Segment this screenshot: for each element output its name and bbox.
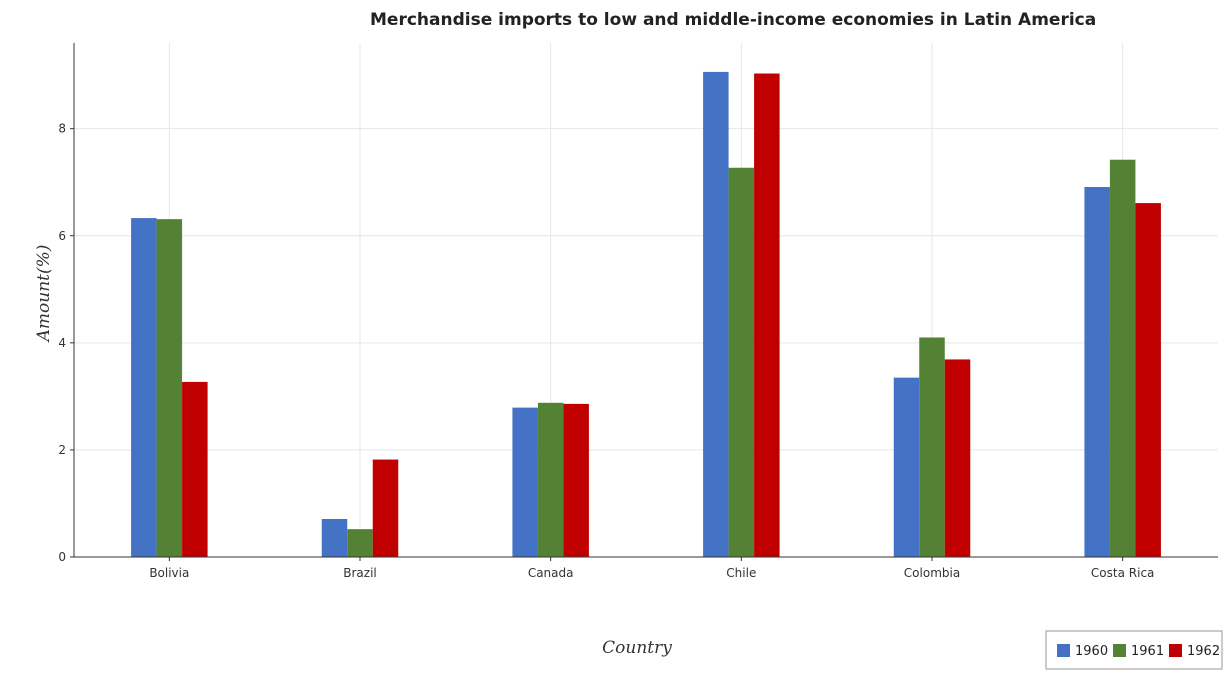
legend: 1960 1961 1962 bbox=[1045, 630, 1223, 670]
x-tick-label: Costa Rica bbox=[1091, 566, 1154, 580]
gridlines bbox=[74, 43, 1218, 558]
y-tick-label: 0 bbox=[58, 550, 66, 564]
x-tick-label: Canada bbox=[528, 566, 574, 580]
bar-1961-colombia bbox=[919, 337, 945, 557]
bars bbox=[131, 71, 1161, 558]
x-tick-label: Colombia bbox=[904, 566, 960, 580]
legend-swatch-1962 bbox=[1169, 644, 1182, 657]
x-axis-label: Country bbox=[602, 638, 672, 658]
bar-1960-brazil bbox=[321, 518, 348, 557]
y-axis-label: Amount(%) bbox=[34, 245, 54, 344]
bar-1961-bolivia bbox=[156, 219, 183, 557]
x-tick-label: Brazil bbox=[343, 566, 377, 580]
bar-1962-bolivia bbox=[182, 381, 208, 557]
y-tick-label: 2 bbox=[58, 443, 66, 457]
x-tick-label: Bolivia bbox=[149, 566, 189, 580]
bar-1961-canada bbox=[537, 402, 564, 557]
chart-title: Merchandise imports to low and middle-in… bbox=[370, 10, 1096, 30]
axes bbox=[70, 43, 1218, 561]
bar-1960-bolivia bbox=[131, 218, 157, 558]
bar-1961-chile bbox=[728, 167, 755, 558]
legend-box bbox=[1045, 630, 1223, 670]
y-tick-label: 8 bbox=[58, 122, 66, 136]
bar-1960-canada bbox=[512, 407, 538, 557]
bar-1962-costa-rica bbox=[1135, 203, 1161, 557]
bar-1962-brazil bbox=[372, 459, 399, 557]
y-tick-label: 6 bbox=[58, 229, 66, 243]
bar-1962-canada bbox=[563, 403, 589, 557]
y-tick-label: 4 bbox=[58, 336, 66, 350]
x-tick-label: Chile bbox=[726, 566, 756, 580]
bar-1961-costa-rica bbox=[1109, 159, 1136, 558]
bar-1962-chile bbox=[754, 73, 780, 558]
legend-swatch-1961 bbox=[1113, 644, 1126, 657]
legend-label-1960: 1960 bbox=[1075, 644, 1108, 659]
legend-label-1961: 1961 bbox=[1131, 644, 1164, 659]
bar-1960-chile bbox=[703, 71, 729, 557]
bar-1961-brazil bbox=[347, 529, 373, 557]
legend-swatch-1960 bbox=[1057, 644, 1070, 657]
bar-1962-colombia bbox=[944, 359, 971, 557]
tick-labels: 0 2 4 6 8 Bolivia Brazil Canada Chile Colombia Cos… bbox=[58, 122, 1154, 580]
legend-label-1962: 1962 bbox=[1187, 644, 1220, 659]
bar-1960-costa-rica bbox=[1084, 187, 1110, 557]
bar-1960-colombia bbox=[893, 377, 920, 557]
